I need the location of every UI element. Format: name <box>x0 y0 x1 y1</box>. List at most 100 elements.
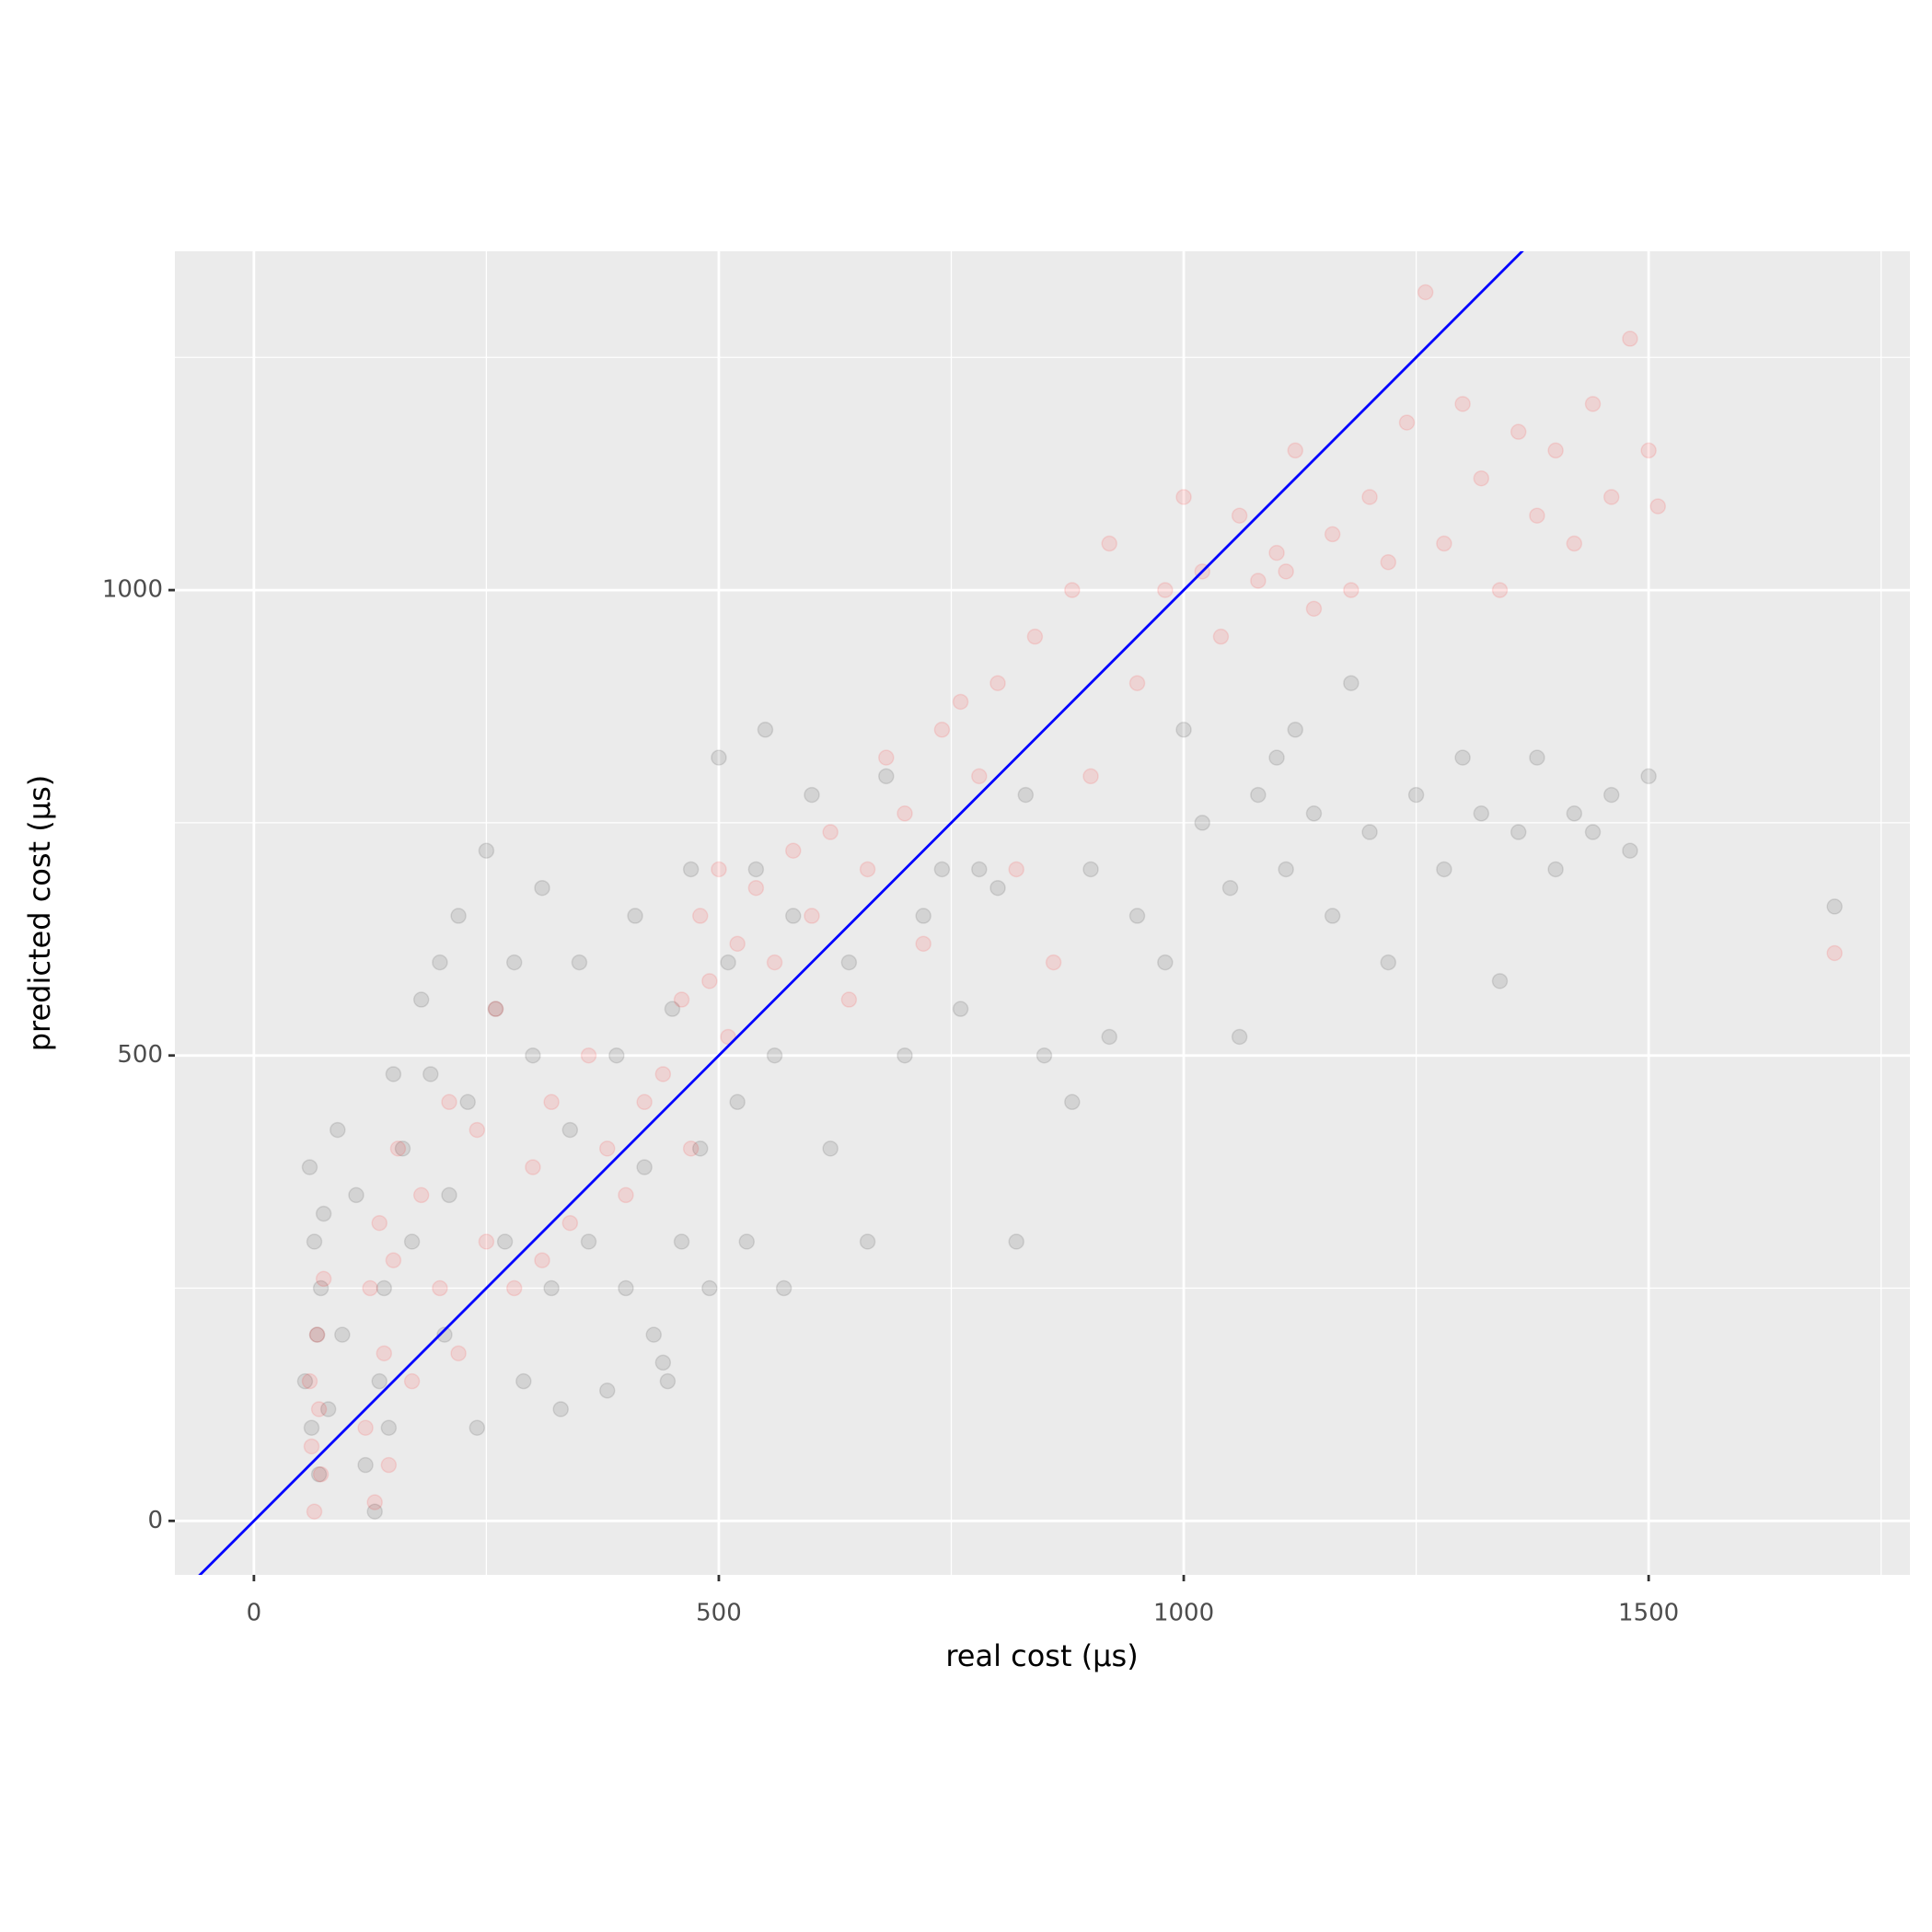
point <box>1324 526 1341 543</box>
point <box>785 908 802 924</box>
point <box>1250 573 1267 589</box>
point <box>357 1419 374 1436</box>
point <box>1436 535 1452 552</box>
point <box>1221 879 1239 897</box>
y-tick-label: 1000 <box>102 576 163 604</box>
point <box>1175 722 1192 738</box>
point <box>1287 442 1304 459</box>
point <box>989 675 1006 691</box>
point <box>366 1494 383 1510</box>
point <box>1640 768 1657 785</box>
point <box>1436 861 1452 878</box>
point <box>1250 786 1267 804</box>
point <box>859 861 876 878</box>
point <box>571 954 588 971</box>
point <box>766 954 783 971</box>
point <box>645 1326 662 1343</box>
point <box>308 1326 326 1343</box>
point <box>389 1140 407 1157</box>
point <box>729 935 746 953</box>
point <box>1380 554 1397 571</box>
x-tick-label: 1000 <box>1153 1600 1214 1627</box>
point <box>301 1372 318 1390</box>
reference <box>198 251 1524 1575</box>
point <box>673 1233 690 1250</box>
point <box>682 861 700 878</box>
point <box>738 1233 756 1250</box>
point <box>543 1279 560 1297</box>
point <box>478 842 495 859</box>
point <box>822 1140 839 1157</box>
y-tick-label: 500 <box>117 1041 163 1069</box>
point <box>534 1252 550 1268</box>
point <box>412 1186 430 1204</box>
point <box>1064 1093 1081 1111</box>
point <box>308 1326 326 1343</box>
point <box>1268 544 1285 561</box>
point <box>469 1121 486 1139</box>
point <box>450 908 467 924</box>
point <box>436 1326 453 1343</box>
point <box>1547 861 1564 878</box>
point <box>1026 628 1044 645</box>
point <box>1101 1028 1117 1046</box>
x-tick-label: 0 <box>247 1600 262 1627</box>
point <box>720 954 736 971</box>
point <box>306 1233 323 1250</box>
point <box>580 1047 597 1064</box>
grid <box>175 251 1910 1575</box>
point <box>1157 954 1174 971</box>
point <box>385 1066 402 1082</box>
point <box>441 1186 457 1204</box>
point <box>487 1001 504 1017</box>
point <box>303 1438 320 1455</box>
point <box>412 991 430 1008</box>
point <box>1649 498 1666 515</box>
point <box>403 1372 421 1390</box>
point <box>348 1186 364 1204</box>
point <box>487 1001 504 1017</box>
point <box>515 1372 532 1390</box>
point <box>766 1047 783 1064</box>
point <box>496 1233 514 1250</box>
point <box>534 879 550 897</box>
point <box>1175 489 1192 505</box>
point <box>1622 330 1638 347</box>
point <box>1473 469 1490 487</box>
point <box>915 935 931 953</box>
point <box>1584 396 1602 412</box>
point <box>1278 563 1294 580</box>
point <box>357 1456 374 1474</box>
point <box>1008 1233 1024 1250</box>
point <box>654 1354 672 1371</box>
point <box>1212 628 1230 645</box>
point <box>1566 805 1583 822</box>
point <box>692 1140 709 1157</box>
point <box>371 1372 388 1390</box>
point <box>310 1466 328 1483</box>
point <box>330 1121 346 1139</box>
point <box>1398 414 1416 431</box>
point <box>859 1233 876 1250</box>
point <box>312 1466 330 1483</box>
point <box>971 768 988 785</box>
axes: 0 500 1000 1500 0 500 1000 <box>102 576 1679 1627</box>
point <box>775 1279 792 1297</box>
point <box>1128 908 1146 924</box>
point <box>729 1093 746 1111</box>
x-tick-label: 500 <box>696 1600 742 1627</box>
point <box>1343 675 1359 691</box>
point <box>301 1159 318 1175</box>
point <box>505 1279 523 1297</box>
point <box>525 1159 541 1175</box>
point <box>1008 861 1024 878</box>
point <box>840 954 858 971</box>
point <box>1380 954 1397 971</box>
point <box>598 1382 616 1399</box>
y-axis-title: predicted cost (µs) <box>22 775 57 1052</box>
point <box>636 1093 653 1111</box>
point <box>692 908 709 924</box>
point <box>878 768 895 785</box>
point <box>1101 535 1117 552</box>
